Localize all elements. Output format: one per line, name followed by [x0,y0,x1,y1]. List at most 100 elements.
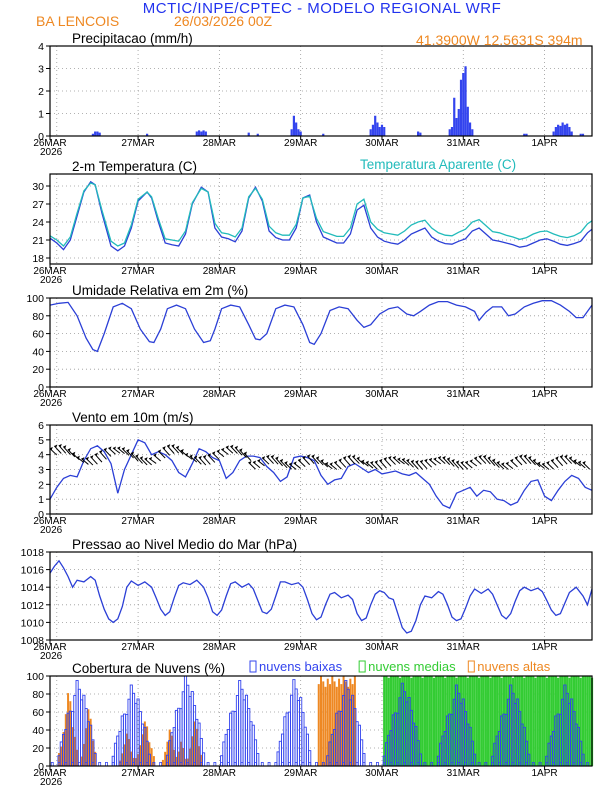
wind-arrow-head [546,460,550,464]
cloud-bar-medium [577,676,580,766]
wind-arrow [546,462,554,470]
pressure-xtick-label: 27MAR [121,642,154,653]
cloud-bar-medium [552,676,555,766]
cloud-bar-high [166,741,169,766]
wind-arrow [297,459,306,467]
wind-arrow-head [298,458,302,462]
wind-arrow [356,457,365,465]
wind-arrow-head [510,458,514,462]
cloud-bar-high [189,748,192,766]
cloud-bar-high [121,753,124,766]
cloud-bar-medium [450,676,454,766]
cloud-bar-medium [550,676,553,766]
cloud-bar-medium [523,677,526,766]
cloud-bar-medium [568,677,571,766]
precip-bar [455,118,458,136]
precip-bar [552,131,555,136]
precip-bar [581,133,585,136]
wind-arrow-head [343,456,347,460]
precip-bar [466,106,469,136]
cloud-bar-medium [502,676,506,766]
wind-arrow-head [67,447,71,451]
cloud-bar-medium [509,676,512,766]
cloud-bar-medium [579,677,582,766]
wind-arrow [225,446,234,454]
clouds-ytick-label: 20 [32,743,44,755]
clouds-title: Cobertura de Nuvens (%) [72,661,225,676]
cloud-bar-high [344,681,347,766]
pressure-year-label: 2026 [40,651,63,662]
cloud-bar-high [71,727,74,766]
cloud-bar-medium [511,677,515,766]
wind-arrow [53,445,62,454]
cloud-bar-high [69,701,72,766]
wind-arrow [288,463,297,470]
header-run: 26/03/2026 00Z [174,13,273,29]
cloud-bar-medium [484,676,487,766]
cloud-bar-medium [471,676,474,766]
cloud-bar-medium [462,676,465,766]
cloud-bar-medium [581,676,585,766]
wind-arrow [406,459,414,468]
cloud-bar-medium [493,676,496,766]
wind-arrow-head [176,445,180,449]
wind-arrow [519,455,527,465]
wind-title: Vento em 10m (m/s) [72,410,194,425]
wind-arrow [528,457,536,466]
cloud-bar-medium [455,677,458,766]
wind-arrow-head [149,456,153,460]
cloud-bar-high [335,686,338,766]
pressure-ytick-label: 1016 [21,565,45,577]
cloud-bar-medium [426,676,429,766]
precip-xtick-label: 27MAR [121,138,154,149]
wind-arrow [324,462,333,470]
temp-ytick-label: 18 [32,253,44,265]
clouds-ytick-label: 60 [32,707,44,719]
cloud-bar-medium [527,676,530,766]
wind-arrow-head [239,448,243,452]
wind-arrow [76,456,85,463]
pressure-series-line [49,559,593,634]
wind-arrow-head [144,457,148,461]
cloud-bar-high [164,751,167,766]
cloud-bar-high [170,735,173,766]
wind-arrow-head [524,454,528,458]
cloud-bar-high [324,686,327,766]
cloud-bar-high [182,748,185,766]
wind-arrow [523,455,532,465]
clouds-xtick-label: 29MAR [284,768,317,779]
cloud-bar-medium [575,676,578,766]
cloud-bar-high [87,709,90,766]
cloud-bar-medium [505,676,508,766]
cloud-bar-medium [392,676,395,766]
wind-arrow [374,461,383,470]
wind-arrow-head [248,460,252,464]
wind-arrow [550,459,559,469]
temp-panel: 18 21 24 27 30 26MAR 27MAR 28MAR 29MAR 30MAR 31MAR… [32,157,593,286]
wind-arrow-head [406,458,410,462]
cloud-bar-high [119,760,122,766]
rh-ytick-label: 60 [32,329,44,341]
wind-arrow [175,446,184,455]
wind-arrow-head [347,454,351,458]
wind-arrow [347,455,356,465]
wind-xtick-label: 29MAR [284,516,317,527]
cloud-bar-high [125,733,128,766]
wind-xtick-label: 26MAR [33,516,66,527]
cloud-bar-medium [536,676,539,766]
pressure-ytick-label: 1008 [21,635,45,647]
cloud-bar-high [76,749,79,766]
wind-arrow-head [293,461,297,465]
wind-ytick-label: 5 [38,435,44,447]
precip-bar [525,133,528,136]
precip-bar [417,131,420,136]
cloud-bar-medium [482,676,485,766]
precip-bar [91,133,95,136]
wind-arrow-head [135,454,139,458]
wind-arrow-head [411,459,415,463]
wind-arrow-head [542,462,546,466]
cloud-bar-medium [491,676,494,766]
wind-arrow [474,457,482,465]
wind-arrow-head [483,454,487,458]
